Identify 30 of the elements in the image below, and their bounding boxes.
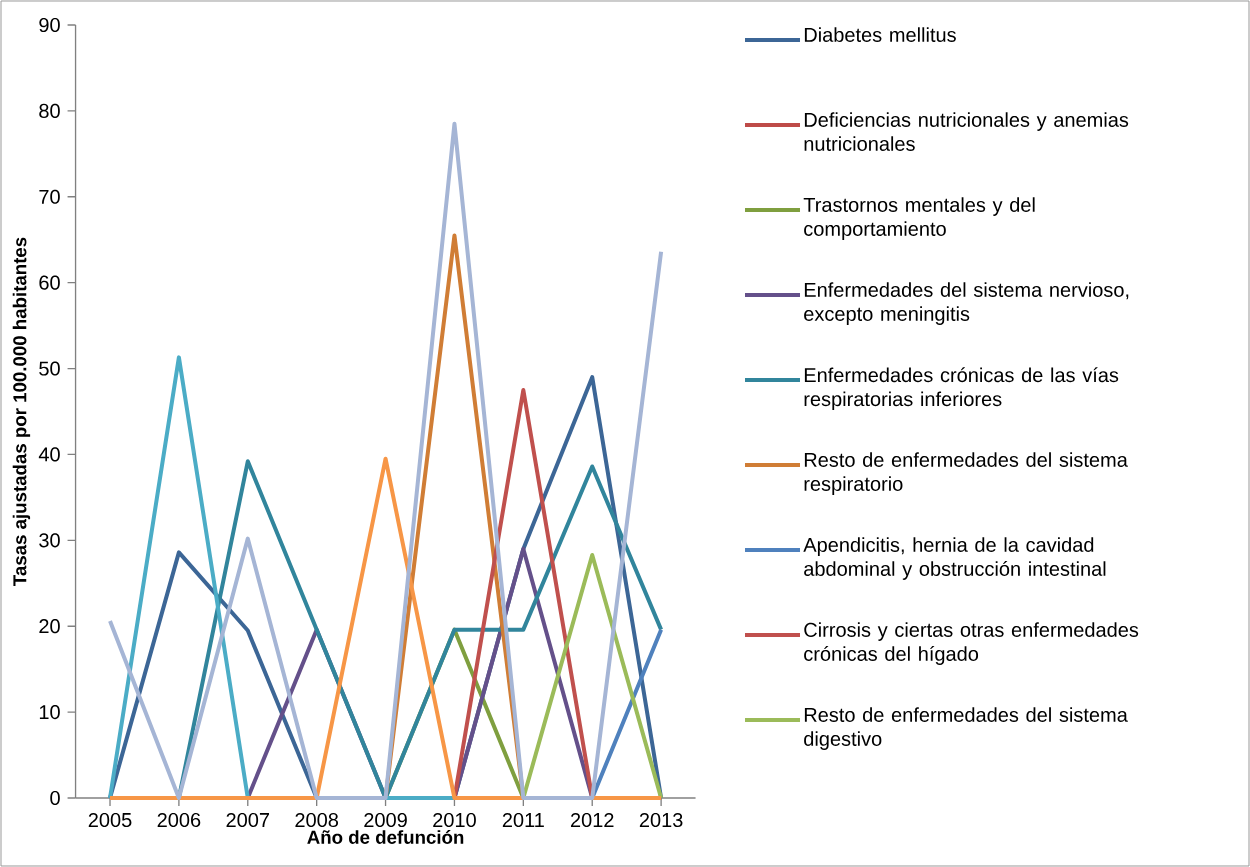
legend-label: Apendicitis, hernia de la cavidad abdominal y obstrucción intestinal: [803, 537, 1106, 580]
legend-label: Enfermedades crónicas de las vías respiratorias inferiores: [804, 367, 1119, 411]
legend-label: Resto de enfermedades del sistema digestivo: [804, 707, 1128, 750]
x-tick-label: 2007: [226, 812, 270, 828]
y-tick-label: 20: [39, 619, 60, 634]
x-tick-label: 2012: [570, 812, 614, 828]
y-tick-label: 40: [38, 447, 60, 462]
legend-label: Enfermedades del sistema nervioso, excepto meningitis: [804, 282, 1129, 325]
x-tick-label: 2009: [364, 812, 407, 828]
x-tick-label: 2006: [157, 812, 201, 828]
legend-label: Deficiencias nutricionales y anemias nutricionales: [804, 112, 1129, 151]
y-tick-label: 10: [39, 705, 60, 720]
x-tick-label: 2013: [639, 812, 683, 828]
y-tick-label: 0: [50, 790, 60, 806]
y-tick-label: 60: [39, 275, 60, 290]
legend-label: Trastornos mentales y del comportamiento: [803, 197, 1035, 240]
y-tick-label: 80: [39, 103, 60, 118]
legend-label: Resto de enfermedades del sistema respiratorio: [804, 452, 1128, 495]
y-tick-label: 90: [39, 17, 60, 33]
y-axis-title: Tasas ajustadas por 100.000 habitantes: [12, 237, 31, 586]
y-tick-label: 70: [39, 189, 60, 204]
y-tick-label: 30: [39, 533, 60, 548]
legend-label: Diabetes mellitus: [804, 27, 956, 42]
x-tick-label: 2010: [433, 812, 476, 828]
x-tick-label: 2005: [88, 812, 132, 828]
legend-label: Cirrosis y ciertas otras enfermedades crónicas del hígado: [804, 622, 1139, 665]
y-tick-label: 50: [39, 361, 60, 376]
x-axis-title: Año de defunción: [307, 830, 464, 844]
x-tick-label: 2011: [502, 812, 544, 828]
x-tick-label: 2008: [295, 812, 339, 828]
